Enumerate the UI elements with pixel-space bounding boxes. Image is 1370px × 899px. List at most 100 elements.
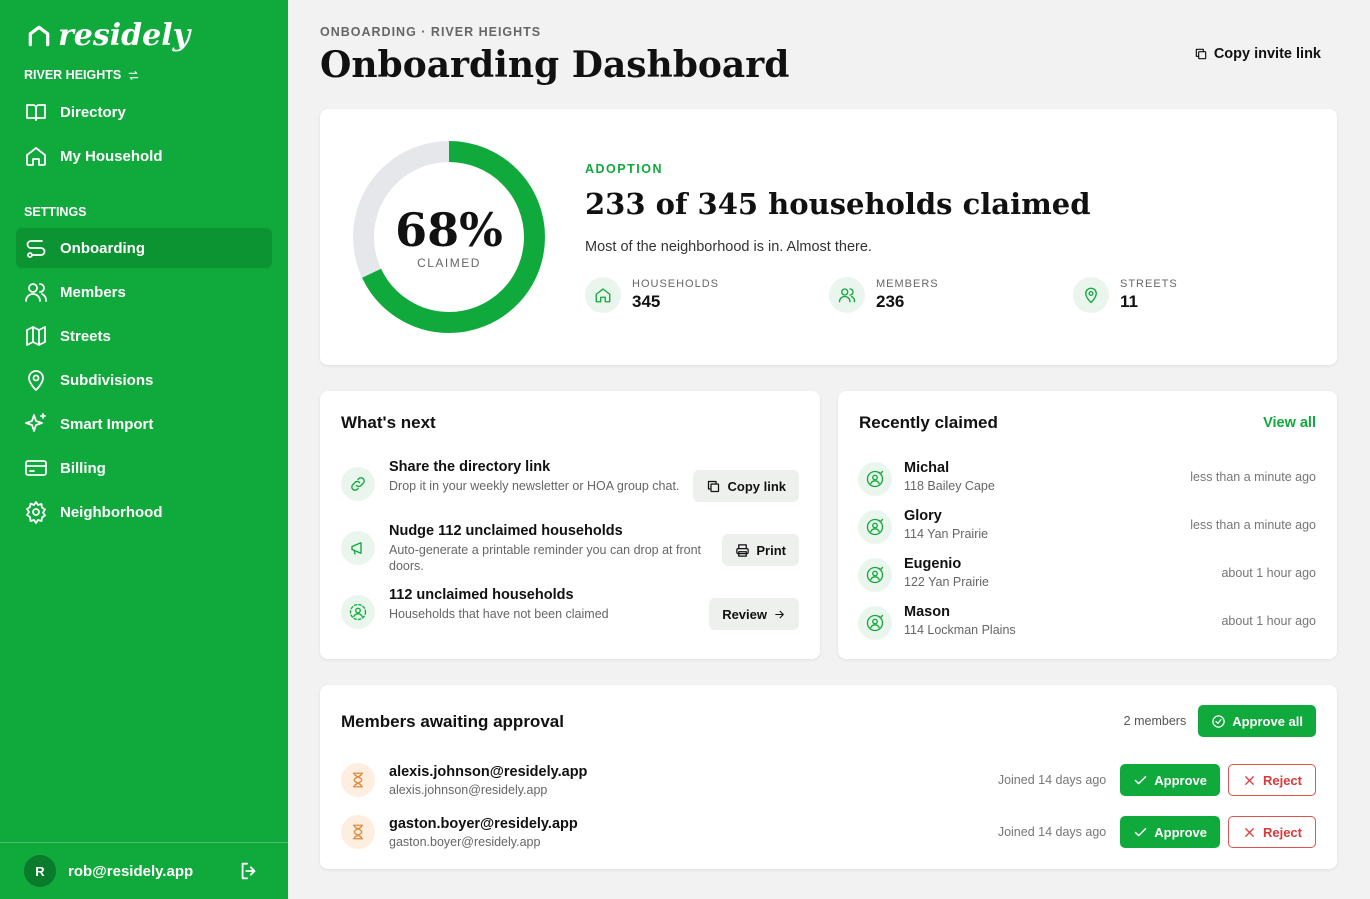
action-button[interactable]: Review xyxy=(709,598,799,630)
percent: 68% xyxy=(395,203,503,257)
nav-label: Billing xyxy=(60,459,106,477)
logout[interactable] xyxy=(238,860,260,882)
stat: MEMBERS 236 xyxy=(829,277,939,313)
approve-all[interactable]: Approve all xyxy=(1198,705,1316,737)
nav-item[interactable]: Onboarding xyxy=(16,228,272,268)
reject-button[interactable]: Reject xyxy=(1227,816,1316,848)
icon xyxy=(128,70,139,80)
nav-item[interactable]: My Household xyxy=(16,136,272,176)
approve-button[interactable]: Approve xyxy=(1120,816,1220,848)
member-email: alexis.johnson@residely.app xyxy=(389,763,588,780)
icon xyxy=(352,824,364,840)
item-title: Share the directory link xyxy=(389,459,551,475)
avatar: R xyxy=(24,855,56,887)
reject-label: Reject xyxy=(1262,824,1302,840)
item-title: Nudge 112 unclaimed households xyxy=(389,523,623,539)
icon xyxy=(1134,775,1147,784)
stat-label: HOUSEHOLDS xyxy=(632,278,720,290)
nav-item[interactable]: Billing xyxy=(16,448,272,488)
member-name: Eugenio xyxy=(904,556,962,572)
nav-item[interactable]: Neighborhood xyxy=(16,492,272,532)
icon xyxy=(25,413,46,432)
icon xyxy=(351,477,365,491)
icon xyxy=(28,25,50,46)
icon xyxy=(352,772,364,788)
eyebrow: ADOPTION xyxy=(585,162,663,176)
stat-label: STREETS xyxy=(1120,278,1178,290)
action-button[interactable]: Print xyxy=(722,534,799,566)
donut xyxy=(353,141,545,333)
claimed-time: less than a minute ago xyxy=(1190,470,1316,484)
pending-member: alexis.johnson@residely.app alexis.johnso… xyxy=(341,763,1316,797)
card-title: Recently claimed xyxy=(859,413,998,432)
icon xyxy=(26,501,46,524)
claimed-time: about 1 hour ago xyxy=(1221,614,1316,628)
view-all[interactable]: View all xyxy=(1263,415,1316,431)
icon xyxy=(866,614,884,632)
nav-label: Directory xyxy=(60,103,126,121)
icon xyxy=(26,104,46,121)
joined: Joined 14 days ago xyxy=(997,773,1107,787)
icon xyxy=(26,147,46,166)
item-title: 112 unclaimed households xyxy=(389,587,574,603)
member-sub: gaston.boyer@residely.app xyxy=(389,834,541,849)
approve-button[interactable]: Approve xyxy=(1120,764,1220,796)
nav-label: Onboarding xyxy=(60,239,145,257)
icon xyxy=(1212,714,1225,728)
member-email: gaston.boyer@residely.app xyxy=(389,815,578,832)
claimed-item: Michal 118 Bailey Cape less than a minute … xyxy=(858,460,1316,496)
next-item: Nudge 112 unclaimed households Auto-gener… xyxy=(341,523,799,574)
claimed-item: Eugenio 122 Yan Prairie about 1 hour ago xyxy=(858,556,1316,592)
nav-item[interactable]: Directory xyxy=(16,92,272,132)
icon xyxy=(708,480,720,492)
nav-label: Streets xyxy=(60,327,111,345)
nav-item[interactable]: Smart Import xyxy=(16,404,272,444)
icon xyxy=(866,566,884,584)
icon xyxy=(1085,287,1097,304)
reject-button[interactable]: Reject xyxy=(1227,764,1316,796)
approve-label: Approve xyxy=(1154,824,1207,840)
nav-label: My Household xyxy=(60,147,163,165)
copy-invite[interactable]: Copy invite link xyxy=(1194,46,1321,62)
copy-invite-label: Copy invite link xyxy=(1213,46,1321,62)
breadcrumb: ONBOARDING · RIVER HEIGHTS xyxy=(320,25,542,39)
nav-label: Subdivisions xyxy=(60,371,154,389)
card-title: Members awaiting approval xyxy=(341,712,564,731)
icon xyxy=(1245,827,1254,837)
action-button[interactable]: Copy link xyxy=(693,470,799,502)
page-title: Onboarding Dashboard xyxy=(320,44,790,86)
brand: residely xyxy=(58,18,191,53)
card-title: What's next xyxy=(341,413,436,432)
settings-heading: SETTINGS xyxy=(24,205,87,219)
nav-label: Neighborhood xyxy=(60,503,163,521)
icon xyxy=(866,518,884,536)
icon xyxy=(351,542,362,555)
action-label: Review xyxy=(722,606,767,622)
member-address: 118 Bailey Cape xyxy=(904,479,995,493)
member-address: 122 Yan Prairie xyxy=(904,575,990,589)
member-count: 2 members xyxy=(1123,714,1187,728)
icon xyxy=(595,288,611,303)
whats-next-card: What's next Share the directory link Drop … xyxy=(320,391,820,659)
action-label: Copy link xyxy=(727,478,786,494)
reject-label: Reject xyxy=(1262,772,1302,788)
icon xyxy=(25,283,47,302)
stat: HOUSEHOLDS 345 xyxy=(585,277,719,313)
donut-arc xyxy=(353,141,545,333)
nav-item[interactable]: Members xyxy=(16,272,272,312)
approve-all-label: Approve all xyxy=(1232,713,1303,729)
nav-item[interactable]: Streets xyxy=(16,316,272,356)
member-sub: alexis.johnson@residely.app xyxy=(389,782,548,797)
pending-member: gaston.boyer@residely.app gaston.boyer@re… xyxy=(341,815,1316,849)
icon xyxy=(26,326,46,346)
icon xyxy=(1195,48,1207,60)
claimed-time: less than a minute ago xyxy=(1190,518,1316,532)
icon xyxy=(25,460,47,476)
adoption-card: 68% CLAIMED ADOPTION 233 of 345 househol… xyxy=(320,109,1337,365)
icon xyxy=(28,370,44,391)
nav-item[interactable]: Subdivisions xyxy=(16,360,272,400)
icon xyxy=(1245,775,1254,785)
icon xyxy=(26,240,46,258)
recent-card: Recently claimed View all Michal 118 Bailey… xyxy=(838,391,1337,659)
